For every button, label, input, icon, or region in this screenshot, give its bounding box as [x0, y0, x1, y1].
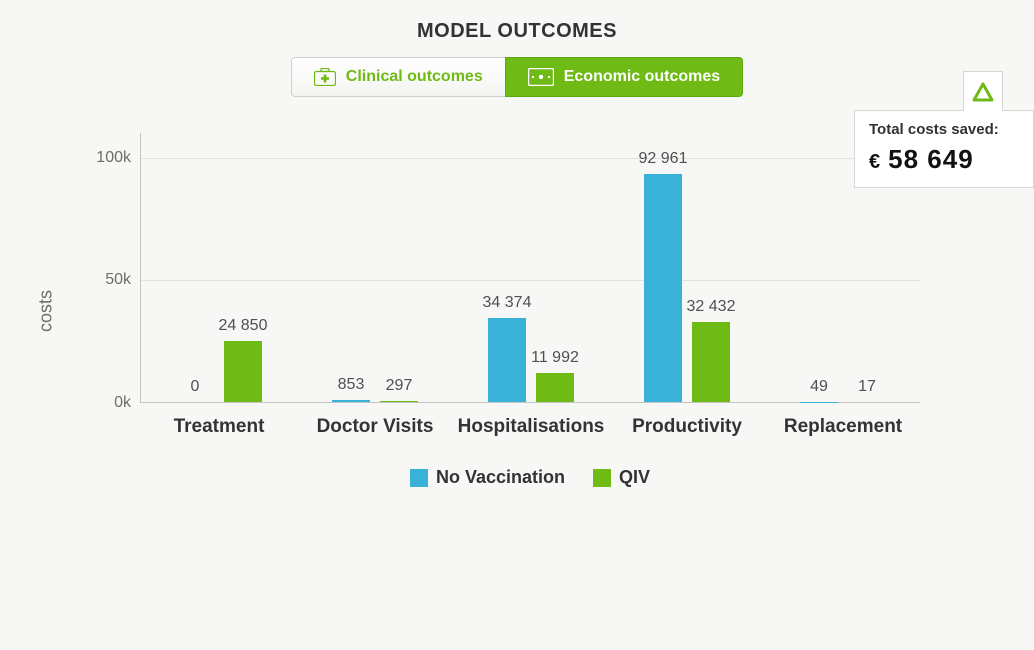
grid-line — [141, 280, 920, 281]
bar-value-label: 49 — [810, 378, 828, 396]
tabs: Clinical outcomes Economic outcomes — [0, 57, 1034, 97]
x-category-label: Doctor Visits — [317, 416, 434, 438]
tab-clinical-label: Clinical outcomes — [346, 68, 483, 86]
callout-label: Total costs saved: — [869, 121, 1019, 138]
bar: 853 — [332, 400, 370, 402]
tab-clinical[interactable]: Clinical outcomes — [291, 57, 505, 97]
legend-item-qiv: QIV — [593, 467, 650, 488]
medical-kit-icon — [314, 68, 336, 86]
bar-value-label: 0 — [191, 378, 200, 396]
bar: 92 961 — [644, 174, 682, 402]
callout-value: 58 649 — [888, 144, 974, 175]
bar: 11 992 — [536, 373, 574, 402]
tab-economic[interactable]: Economic outcomes — [505, 57, 743, 97]
legend-swatch — [410, 469, 428, 487]
plot-region: 0k50k100k024 850Treatment853297Doctor Vi… — [140, 133, 920, 403]
bar: 297 — [380, 401, 418, 402]
page-title: MODEL OUTCOMES — [0, 20, 1034, 43]
bar: 32 432 — [692, 322, 730, 402]
y-axis-label: costs — [36, 289, 57, 331]
legend: No Vaccination QIV — [80, 467, 980, 488]
total-saved-callout: Total costs saved: € 58 649 — [854, 110, 1034, 188]
bar-value-label: 92 961 — [639, 150, 688, 168]
callout-triangle-icon — [963, 71, 1003, 111]
bar-value-label: 34 374 — [483, 294, 532, 312]
grid-line — [141, 158, 920, 159]
bar: 24 850 — [224, 341, 262, 402]
legend-item-no-vaccination: No Vaccination — [410, 467, 565, 488]
bar-value-label: 24 850 — [219, 317, 268, 335]
legend-label: No Vaccination — [436, 467, 565, 488]
bar-value-label: 853 — [338, 376, 365, 394]
x-category-label: Productivity — [632, 416, 742, 438]
bar: 34 374 — [488, 318, 526, 402]
y-tick-label: 50k — [105, 271, 141, 289]
y-tick-label: 0k — [114, 394, 141, 412]
x-category-label: Treatment — [174, 416, 265, 438]
bar-value-label: 11 992 — [531, 349, 579, 367]
x-category-label: Hospitalisations — [458, 416, 605, 438]
bar-value-label: 17 — [858, 378, 876, 396]
legend-swatch — [593, 469, 611, 487]
money-icon — [528, 68, 554, 86]
bar-value-label: 297 — [386, 377, 413, 395]
chart-area: costs 0k50k100k024 850Treatment853297Doc… — [80, 133, 980, 488]
bar-value-label: 32 432 — [687, 298, 736, 316]
x-category-label: Replacement — [784, 416, 902, 438]
y-tick-label: 100k — [96, 149, 141, 167]
tab-economic-label: Economic outcomes — [564, 68, 720, 86]
legend-label: QIV — [619, 467, 650, 488]
callout-currency: € — [869, 151, 880, 174]
